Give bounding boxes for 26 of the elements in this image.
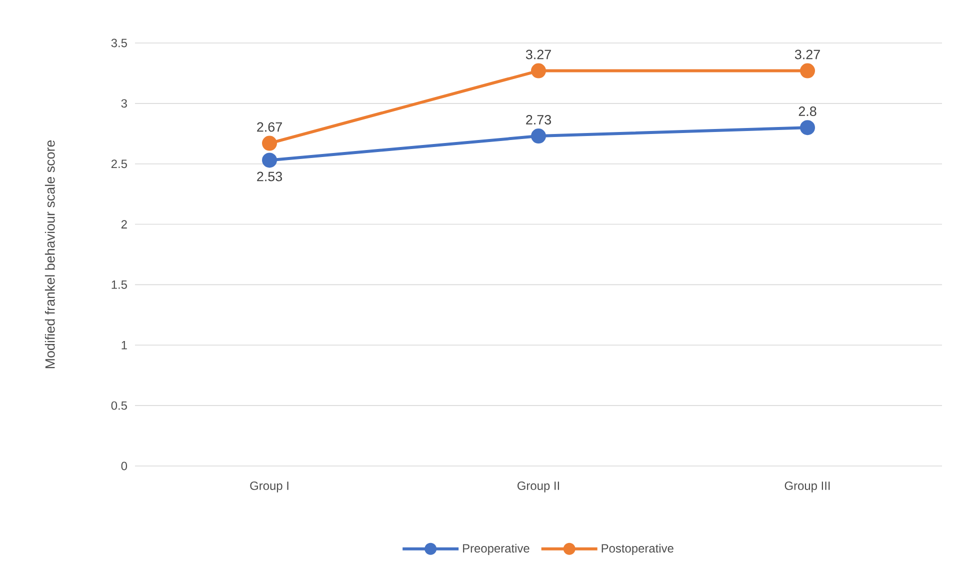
- y-tick-label: 2.5: [111, 160, 127, 168]
- point: [800, 120, 816, 136]
- x-tick-label: Group III: [784, 482, 830, 492]
- point: [800, 63, 816, 78]
- point: [531, 128, 546, 144]
- y-tick-label: 3.5: [111, 38, 127, 48]
- data-label: 2.53: [257, 172, 282, 182]
- point: [262, 152, 278, 168]
- x-tick-label: Group I: [250, 482, 288, 492]
- x-tick-label: Group II: [518, 482, 559, 492]
- y-tick-label: 1.5: [112, 280, 127, 289]
- y-tick-label: 0.5: [111, 401, 127, 410]
- data-label: 2.8: [798, 106, 816, 116]
- data-label: 2.67: [257, 122, 282, 132]
- y-tick-label: 0: [121, 462, 128, 470]
- data-label: 3.27: [794, 50, 820, 60]
- data-label: 3.27: [526, 50, 551, 60]
- y-axis-title: Modified frankel behaviour scale score: [44, 140, 55, 368]
- y-tick-label: 3: [121, 99, 127, 108]
- legend-label: Postoperative: [602, 544, 674, 555]
- y-tick-label: 2: [121, 220, 127, 228]
- data-label: 2.73: [526, 115, 552, 125]
- point: [531, 63, 546, 78]
- point: [262, 136, 278, 151]
- legend-label: Preoperative: [463, 544, 530, 555]
- y-tick-label: 1: [122, 341, 127, 350]
